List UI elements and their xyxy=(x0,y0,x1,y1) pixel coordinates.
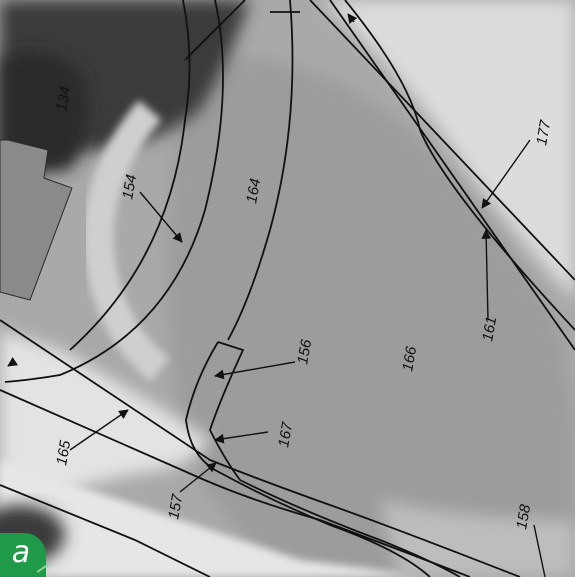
label-177: 177 xyxy=(533,118,554,146)
leader-154 xyxy=(139,191,183,243)
label-165: 165 xyxy=(53,438,74,466)
leader-157 xyxy=(179,462,217,493)
leader-167 xyxy=(214,431,269,444)
leader-161 xyxy=(481,229,492,321)
parcel-labels: 134 154 156 157 158 161 164 165 166 167 … xyxy=(53,85,554,531)
leader-left xyxy=(7,357,19,367)
label-158: 158 xyxy=(513,502,534,530)
leader-156 xyxy=(214,361,296,380)
label-157: 157 xyxy=(165,492,186,520)
leader-top xyxy=(347,13,358,24)
label-leaders xyxy=(7,13,546,577)
label-161: 161 xyxy=(479,315,500,343)
label-156: 156 xyxy=(294,337,315,365)
label-164: 164 xyxy=(243,177,264,205)
leader-158 xyxy=(533,524,546,577)
label-154: 154 xyxy=(119,173,140,201)
leader-177 xyxy=(481,139,531,209)
label-134: 134 xyxy=(53,85,74,113)
label-167: 167 xyxy=(275,420,296,448)
label-166: 166 xyxy=(399,344,420,372)
leader-165 xyxy=(69,409,129,451)
